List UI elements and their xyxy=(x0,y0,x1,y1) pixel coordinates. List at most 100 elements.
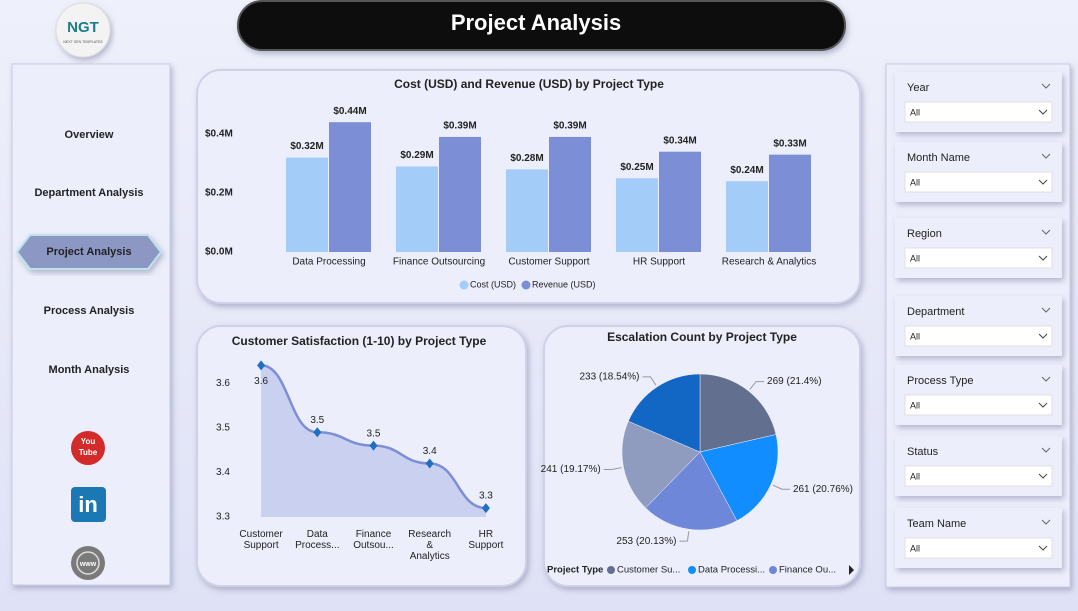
nav-item[interactable]: Process Analysis xyxy=(44,305,135,317)
filter-value: All xyxy=(910,253,920,263)
data-label: 3.4 xyxy=(423,446,437,457)
data-label: $0.34M xyxy=(663,135,696,146)
web-text: www xyxy=(79,561,97,568)
filter-collapse[interactable] xyxy=(1041,307,1051,313)
legend-label[interactable]: Cost (USD) xyxy=(470,279,516,289)
legend-label[interactable]: Customer Su... xyxy=(617,565,680,576)
filter-collapse[interactable] xyxy=(1041,447,1051,453)
line-card xyxy=(196,325,527,587)
filter-collapse[interactable] xyxy=(1041,153,1051,159)
legend-swatch xyxy=(769,566,777,574)
marker xyxy=(425,458,434,469)
x-tick-label: Research & Analytics xyxy=(722,257,817,268)
bar xyxy=(396,166,438,252)
bar xyxy=(506,169,548,252)
filter-collapse[interactable] xyxy=(1041,376,1051,382)
y-tick-label: 3.3 xyxy=(216,512,230,523)
nav-item[interactable]: Project Analysis xyxy=(46,246,131,258)
logo-text: NGT xyxy=(67,19,99,36)
data-label: $0.28M xyxy=(510,153,543,164)
x-tick-label: Data Processing xyxy=(292,257,365,268)
x-tick-label: Finance Outsou... xyxy=(353,529,394,551)
dropdown-chevron xyxy=(1038,333,1048,339)
marker xyxy=(313,427,322,438)
legend-label[interactable]: Data Processi... xyxy=(698,565,765,576)
filter-label: Team Name xyxy=(907,518,966,530)
filter-label: Department xyxy=(907,306,964,318)
header-bar xyxy=(237,0,846,51)
filter-dropdown[interactable] xyxy=(904,171,1053,193)
bar xyxy=(286,157,328,252)
legend-label[interactable]: Finance Ou... xyxy=(779,565,836,576)
data-label: $0.39M xyxy=(443,121,476,132)
y-tick-label: $0.2M xyxy=(205,188,233,199)
data-label: 233 (18.54%) xyxy=(579,371,639,382)
data-label: $0.24M xyxy=(730,165,763,176)
leader-line xyxy=(772,484,790,490)
bar xyxy=(329,122,371,252)
y-tick-label: 3.5 xyxy=(216,422,230,433)
youtube-icon[interactable] xyxy=(71,431,105,465)
legend-title: Project Type xyxy=(547,565,603,576)
web-icon[interactable] xyxy=(71,546,105,580)
filter-dropdown[interactable] xyxy=(904,537,1053,559)
x-tick-label: Customer Support xyxy=(508,257,589,268)
linkedin-text: in xyxy=(78,492,98,517)
pie-slice[interactable] xyxy=(621,420,701,509)
filter-dropdown[interactable] xyxy=(904,325,1053,347)
chart-title: Cost (USD) and Revenue (USD) by Project … xyxy=(394,77,664,91)
nav-item[interactable]: Month Analysis xyxy=(49,364,130,376)
filter-label: Status xyxy=(907,446,939,458)
linkedin-icon[interactable] xyxy=(71,487,106,522)
data-label: 261 (20.76%) xyxy=(793,484,853,495)
filter-collapse[interactable] xyxy=(1041,229,1051,235)
dropdown-chevron xyxy=(1038,473,1048,479)
marker xyxy=(481,503,490,514)
legend-label[interactable]: Revenue (USD) xyxy=(532,279,596,289)
legend-swatch xyxy=(688,566,696,574)
filter-dropdown[interactable] xyxy=(904,101,1053,123)
x-tick-label: Data Process... xyxy=(295,529,339,551)
filter-label: Region xyxy=(907,228,942,240)
filter-value: All xyxy=(910,400,920,410)
pie-slice[interactable] xyxy=(628,373,701,453)
pie-slice[interactable] xyxy=(699,373,777,453)
dropdown-chevron xyxy=(1038,402,1048,408)
pie-slice[interactable] xyxy=(645,451,738,531)
dropdown-chevron xyxy=(1038,545,1048,551)
nav-item[interactable]: Overview xyxy=(65,129,114,141)
nav-item[interactable]: Department Analysis xyxy=(34,187,143,199)
dropdown-chevron xyxy=(1038,179,1048,185)
filter-dropdown[interactable] xyxy=(904,247,1053,269)
filter-value: All xyxy=(910,471,920,481)
filter-dropdown[interactable] xyxy=(904,394,1053,416)
data-label: $0.29M xyxy=(400,150,433,161)
data-label: $0.25M xyxy=(620,162,653,173)
x-tick-label: Finance Outsourcing xyxy=(393,257,485,268)
pie-slice[interactable] xyxy=(699,434,779,522)
youtube-text: You xyxy=(81,437,96,446)
data-label: $0.39M xyxy=(553,121,586,132)
dropdown-chevron xyxy=(1038,109,1048,115)
y-tick-label: 3.6 xyxy=(216,378,230,389)
web-globe xyxy=(76,551,100,575)
nav-active[interactable] xyxy=(15,234,163,270)
leader-line xyxy=(749,381,765,390)
data-label: 269 (21.4%) xyxy=(767,376,821,387)
filter-collapse[interactable] xyxy=(1041,519,1051,525)
data-label: 3.5 xyxy=(367,428,381,439)
bar xyxy=(549,136,591,252)
legend-next[interactable] xyxy=(849,565,854,575)
filter-value: All xyxy=(910,177,920,187)
filter-label: Year xyxy=(907,82,930,94)
data-label: 3.3 xyxy=(479,491,493,502)
x-tick-label: Research & Analytics xyxy=(408,529,451,562)
youtube-text: Tube xyxy=(79,448,98,457)
data-label: 3.6 xyxy=(254,376,268,387)
filter-collapse[interactable] xyxy=(1041,83,1051,89)
filter-dropdown[interactable] xyxy=(904,465,1053,487)
filter-value: All xyxy=(910,331,920,341)
logo-subtitle: NEXT GEN TEMPLATES xyxy=(63,40,103,44)
